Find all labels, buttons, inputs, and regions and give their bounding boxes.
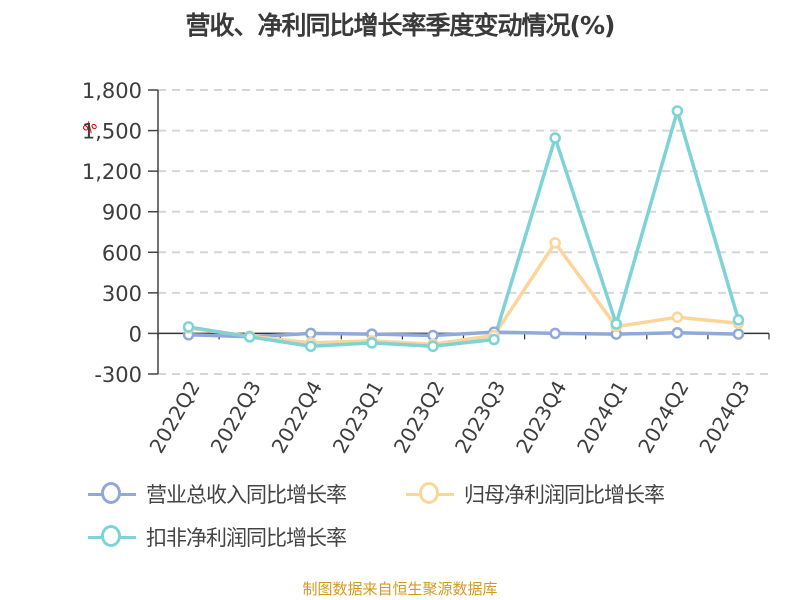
data-point[interactable] (549, 237, 561, 249)
data-point[interactable] (549, 132, 561, 144)
x-tick-label: 2024Q1 (572, 377, 632, 458)
y-axis: -300 0 300 600 900 1,200 1,500 1,800 (82, 79, 159, 387)
data-series (182, 105, 745, 353)
y-tick-label: 900 (102, 201, 142, 225)
x-axis: 2022Q2 2022Q3 2022Q4 2023Q1 2023Q2 2023Q3 2023… (144, 332, 770, 458)
legend-marker-icon (88, 476, 136, 512)
data-point[interactable] (305, 340, 317, 353)
data-point[interactable] (549, 327, 561, 340)
data-point[interactable] (732, 328, 745, 340)
data-point[interactable] (366, 337, 378, 349)
legend-item-revenue-growth[interactable]: 营业总收入同比增长率 (88, 476, 347, 512)
grid-lines (158, 89, 769, 375)
series-line (188, 241, 739, 346)
x-tick-label: 2023Q3 (450, 377, 510, 458)
x-tick-label: 2024Q3 (694, 377, 754, 458)
series-line (188, 330, 739, 339)
legend-item-deducted-net-profit-growth[interactable]: 扣非净利润同比增长率 (88, 519, 347, 555)
y-tick-label: 0 (129, 322, 142, 346)
data-point[interactable] (671, 327, 684, 339)
x-tick-label: 2024Q2 (633, 377, 693, 458)
x-tick-label: 2022Q4 (267, 377, 327, 458)
y-tick-label: 300 (102, 282, 142, 306)
x-tick-label: 2023Q4 (511, 377, 571, 458)
x-tick-label: 2022Q3 (206, 377, 266, 458)
data-point[interactable] (243, 331, 256, 343)
data-point[interactable] (427, 340, 439, 353)
x-tick-label: 2022Q2 (144, 377, 204, 458)
y-tick-label: -300 (94, 363, 142, 387)
legend-label: 扣非净利润同比增长率 (146, 526, 347, 550)
data-point[interactable] (671, 105, 684, 117)
data-source-footer: 制图数据来自恒生聚源数据库 (302, 580, 498, 598)
data-point[interactable] (732, 314, 745, 326)
series-line (188, 109, 741, 349)
legend-item-net-profit-growth[interactable]: 归母净利润同比增长率 (406, 476, 665, 512)
data-point[interactable] (610, 318, 622, 330)
data-point[interactable] (671, 311, 684, 323)
data-point[interactable] (182, 321, 195, 333)
legend-label: 归母净利润同比增长率 (464, 483, 665, 507)
x-tick-label: 2023Q2 (389, 377, 449, 458)
x-tick-label: 2023Q1 (328, 377, 388, 458)
data-point[interactable] (305, 327, 317, 340)
data-point[interactable] (488, 333, 500, 346)
y-tick-label: 1,500 (82, 120, 142, 144)
y-tick-label: 1,200 (82, 160, 142, 184)
legend-marker-icon (88, 519, 136, 555)
y-tick-label: 1,800 (82, 79, 142, 103)
y-tick-label: 600 (102, 241, 142, 265)
chart-title: 营收、净利同比增长率季度变动情况(%) (185, 11, 616, 40)
legend-label: 营业总收入同比增长率 (146, 483, 347, 507)
legend-marker-icon (406, 476, 454, 512)
